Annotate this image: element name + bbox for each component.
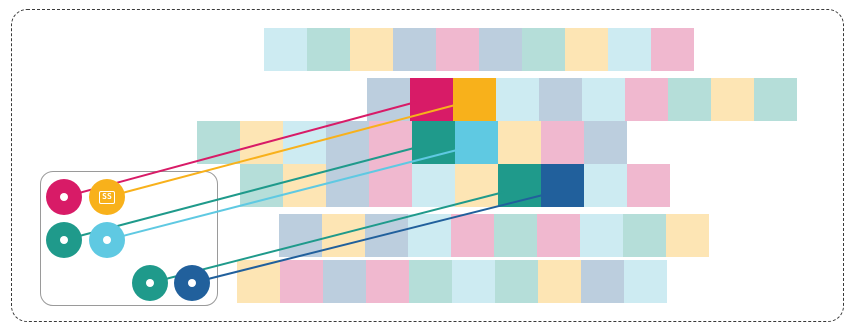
grid-cell: [651, 28, 694, 71]
amber-chip: SS: [89, 179, 125, 215]
magenta-chip: [46, 179, 82, 215]
grid-cell: [541, 121, 584, 164]
grid-cell: [307, 28, 350, 71]
grid-cell: [495, 260, 538, 303]
grid-cell: [283, 164, 326, 207]
grid-cell: [452, 260, 495, 303]
grid-cell: [624, 260, 667, 303]
grid-cell: [409, 260, 452, 303]
grid-cell: [537, 214, 580, 257]
grid-cell: [666, 214, 709, 257]
grid-cell: [451, 214, 494, 257]
grid-cell: [323, 260, 366, 303]
grid-cell: [608, 28, 651, 71]
grid-cell: [453, 78, 496, 121]
dot-icon: [60, 236, 68, 244]
grid-cell: [754, 78, 797, 121]
grid-cell: [237, 260, 280, 303]
grid-cell: [410, 78, 453, 121]
grid-cell: [498, 121, 541, 164]
grid-cell: [412, 164, 455, 207]
grid-cell: [366, 260, 409, 303]
navy-chip: [174, 265, 210, 301]
grid-cell: [565, 28, 608, 71]
dot-icon: [188, 279, 196, 287]
grid-cell: [283, 121, 326, 164]
grid-cell: [369, 121, 412, 164]
grid-cell: [326, 164, 369, 207]
grid-cell: [498, 164, 541, 207]
dot-icon: [146, 279, 154, 287]
teal-chip-a: [46, 222, 82, 258]
grid-cell: [350, 28, 393, 71]
grid-cell: [369, 164, 412, 207]
grid-cell: [541, 164, 584, 207]
grid-cell: [240, 164, 283, 207]
grid-cell: [584, 164, 627, 207]
grid-cell: [494, 214, 537, 257]
grid-cell: [627, 164, 670, 207]
grid-cell: [393, 28, 436, 71]
grid-cell: [240, 121, 283, 164]
dot-icon: [103, 236, 111, 244]
grid-cell: [625, 78, 668, 121]
grid-cell: [436, 28, 479, 71]
grid-cell: [711, 78, 754, 121]
grid-cell: [455, 164, 498, 207]
grid-cell: [582, 78, 625, 121]
grid-cell: [412, 121, 455, 164]
dot-icon: [60, 193, 68, 201]
grid-cell: [479, 28, 522, 71]
grid-cell: [580, 214, 623, 257]
grid-cell: [581, 260, 624, 303]
grid-cell: [280, 260, 323, 303]
dashed-frame: [11, 9, 844, 322]
grid-cell: [326, 121, 369, 164]
grid-cell: [322, 214, 365, 257]
grid-cell: [538, 260, 581, 303]
teal-chip-b: [132, 265, 168, 301]
grid-cell: [455, 121, 498, 164]
grid-cell: [539, 78, 582, 121]
grid-cell: [279, 214, 322, 257]
grid-cell: [496, 78, 539, 121]
grid-cell: [367, 78, 410, 121]
grid-cell: [264, 28, 307, 71]
grid-cell: [623, 214, 666, 257]
cyan-chip: [89, 222, 125, 258]
grid-cell: [408, 214, 451, 257]
grid-cell: [668, 78, 711, 121]
card-icon: SS: [99, 190, 115, 204]
grid-cell: [365, 214, 408, 257]
grid-cell: [522, 28, 565, 71]
grid-cell: [584, 121, 627, 164]
grid-cell: [197, 121, 240, 164]
